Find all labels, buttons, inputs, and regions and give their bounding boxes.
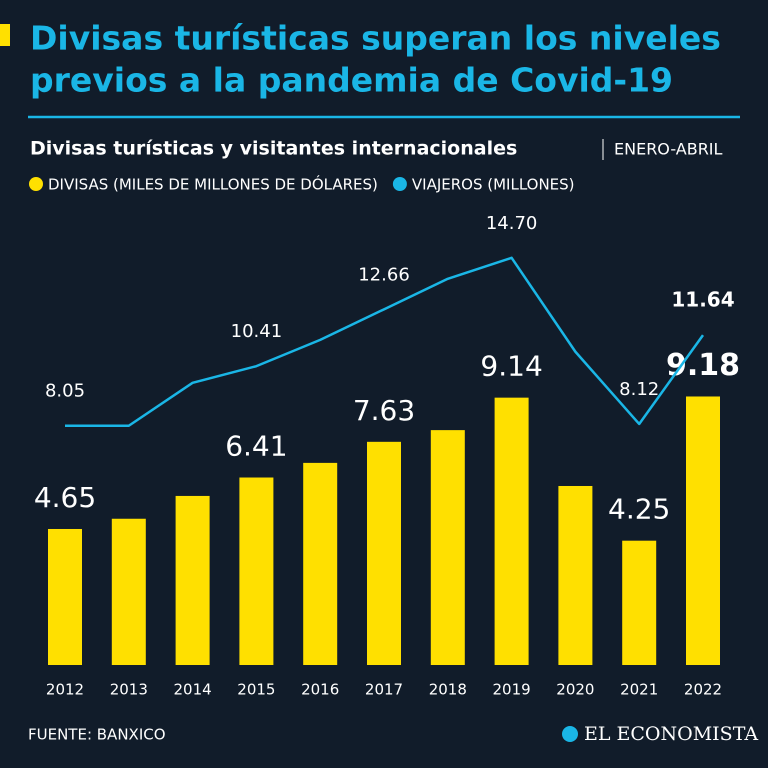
- bar-value-label: 6.41: [225, 430, 287, 463]
- line-value-label: 8.05: [45, 381, 85, 402]
- line: [65, 256, 705, 427]
- legend-swatch: [392, 177, 407, 191]
- chart-title: previos a la pandemia de Covid-19: [30, 61, 673, 100]
- bar: [111, 518, 146, 665]
- x-tick-label: 2018: [429, 681, 467, 699]
- chart-title: Divisas turísticas superan los niveles: [30, 19, 721, 58]
- line-value-label: 10.41: [231, 321, 283, 342]
- bar-value-label: 9.14: [480, 350, 542, 383]
- line-value-label: 12.66: [358, 264, 410, 285]
- brand: EL ECONOMISTA: [584, 723, 758, 745]
- x-tick-label: 2016: [301, 681, 339, 699]
- bar: [430, 430, 465, 665]
- bar: [367, 441, 401, 665]
- bar: [686, 396, 720, 665]
- period: ENERO-ABRIL: [614, 140, 723, 159]
- legend-label: VIAJEROS (MILLONES): [412, 176, 575, 194]
- legend-label: DIVISAS (MILES DE MILLONES DE DÓLARES): [48, 175, 378, 194]
- bar: [494, 397, 529, 665]
- x-tick-label: 2014: [174, 681, 212, 699]
- legend: DIVISAS (MILES DE MILLONES DE DÓLARES) VI…: [29, 175, 575, 194]
- x-tick-label: 2021: [620, 681, 658, 699]
- x-tick-label: 2015: [237, 681, 275, 699]
- bar: [239, 477, 274, 665]
- bar: [303, 462, 338, 665]
- x-tick-label: 2017: [365, 681, 403, 699]
- x-tick-label: 2022: [684, 681, 722, 699]
- brand-logo: [562, 726, 578, 742]
- x-tick-label: 2019: [493, 681, 531, 699]
- line-value-label: 11.64: [671, 288, 734, 312]
- bar: [558, 485, 593, 665]
- line-value-label: 8.12: [619, 379, 659, 400]
- bar-value-label: 4.65: [34, 481, 96, 514]
- bar: [48, 528, 82, 665]
- bar: [175, 495, 210, 665]
- x-tick-label: 2012: [46, 681, 84, 699]
- title-marker: [0, 24, 10, 46]
- bar-value-label: 7.63: [353, 394, 415, 427]
- bar-value-label: 4.25: [608, 493, 670, 526]
- bar-value-label: 9.18: [666, 348, 740, 383]
- x-tick-label: 2020: [556, 681, 594, 699]
- subtitle: Divisas turísticas y visitantes internac…: [30, 138, 517, 160]
- line-value-label: 14.70: [486, 213, 538, 234]
- source: FUENTE: BANXICO: [28, 726, 166, 744]
- x-tick-label: 2013: [110, 681, 148, 699]
- bar: [622, 540, 657, 665]
- legend-swatch: [29, 177, 43, 191]
